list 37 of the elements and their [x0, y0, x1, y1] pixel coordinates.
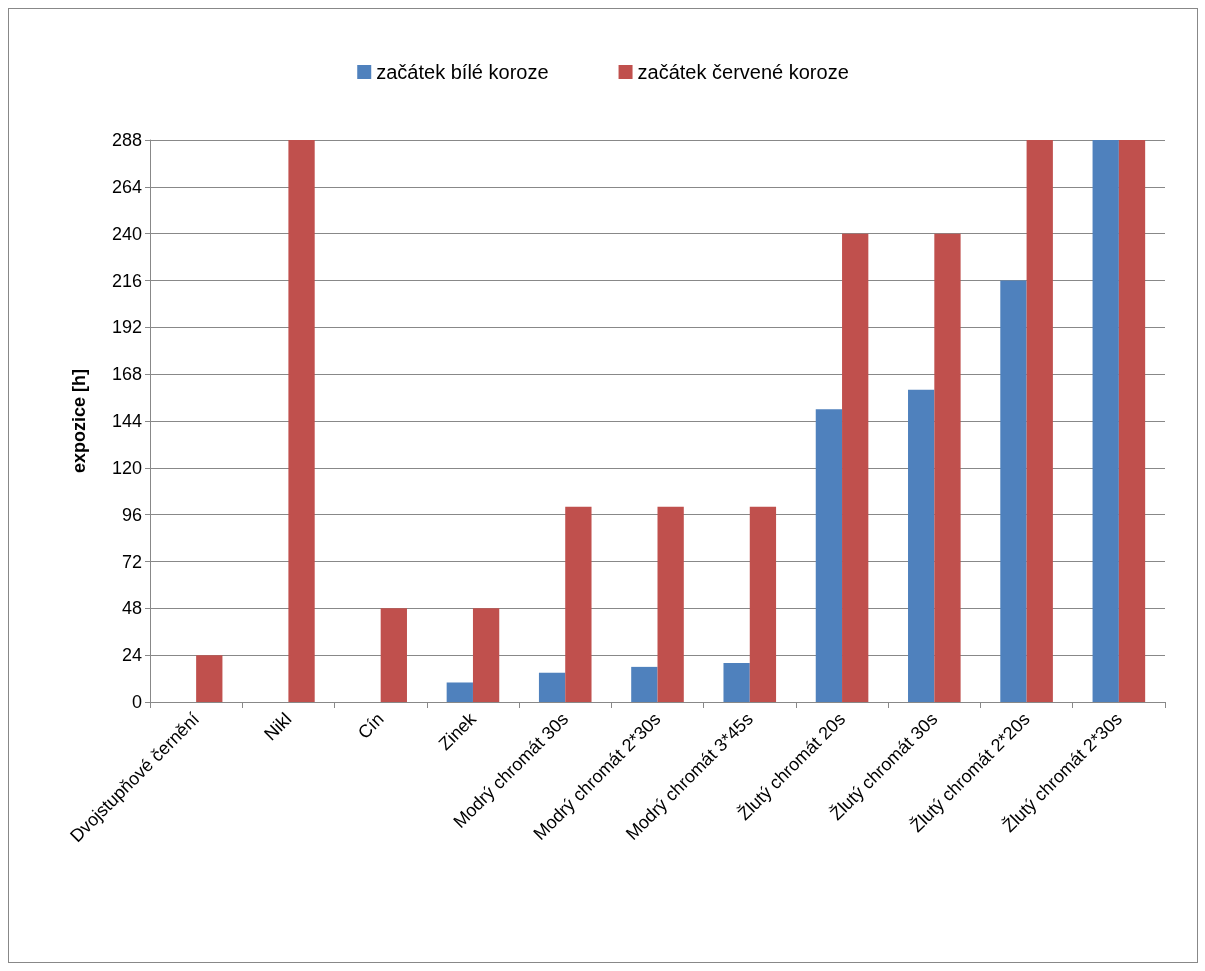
- bar: [538, 672, 566, 702]
- bar: [1092, 140, 1119, 702]
- y-tick-label: 72: [121, 551, 142, 572]
- bar: [749, 506, 777, 702]
- y-tick-label: 0: [131, 692, 142, 712]
- y-tick-label: 216: [111, 270, 142, 291]
- bar: [723, 662, 750, 702]
- y-tick-label: 48: [121, 598, 142, 619]
- y-tick-label: 288: [111, 130, 142, 150]
- y-tick-label: 120: [111, 457, 142, 478]
- bar: [934, 233, 961, 702]
- bar: [657, 506, 684, 702]
- bar: [1118, 140, 1146, 702]
- legend-label: začátek červené koroze: [637, 61, 849, 83]
- bar: [446, 682, 473, 702]
- y-tick-label: 24: [121, 645, 142, 666]
- x-tick-label: Cín: [353, 708, 388, 743]
- bar: [196, 655, 223, 702]
- bar: [565, 506, 592, 702]
- y-tick-label: 192: [111, 317, 142, 338]
- y-tick-label: 168: [111, 364, 142, 385]
- y-tick-label: 144: [111, 411, 142, 431]
- bar: [815, 409, 843, 702]
- bar: [842, 233, 869, 702]
- bar: [1000, 280, 1027, 702]
- bar: [908, 389, 935, 702]
- x-tick-label: Nikl: [260, 708, 296, 745]
- bar: [1026, 140, 1053, 702]
- bar: [288, 140, 315, 702]
- bar: [631, 666, 658, 702]
- y-tick-label: 264: [111, 176, 142, 197]
- y-tick-label: 240: [111, 223, 142, 244]
- legend-label: začátek bílé koroze: [376, 61, 549, 83]
- bar: [380, 608, 407, 702]
- y-axis-title: expozice [h]: [69, 368, 89, 474]
- y-tick-label: 96: [121, 504, 142, 525]
- bar: [472, 608, 500, 702]
